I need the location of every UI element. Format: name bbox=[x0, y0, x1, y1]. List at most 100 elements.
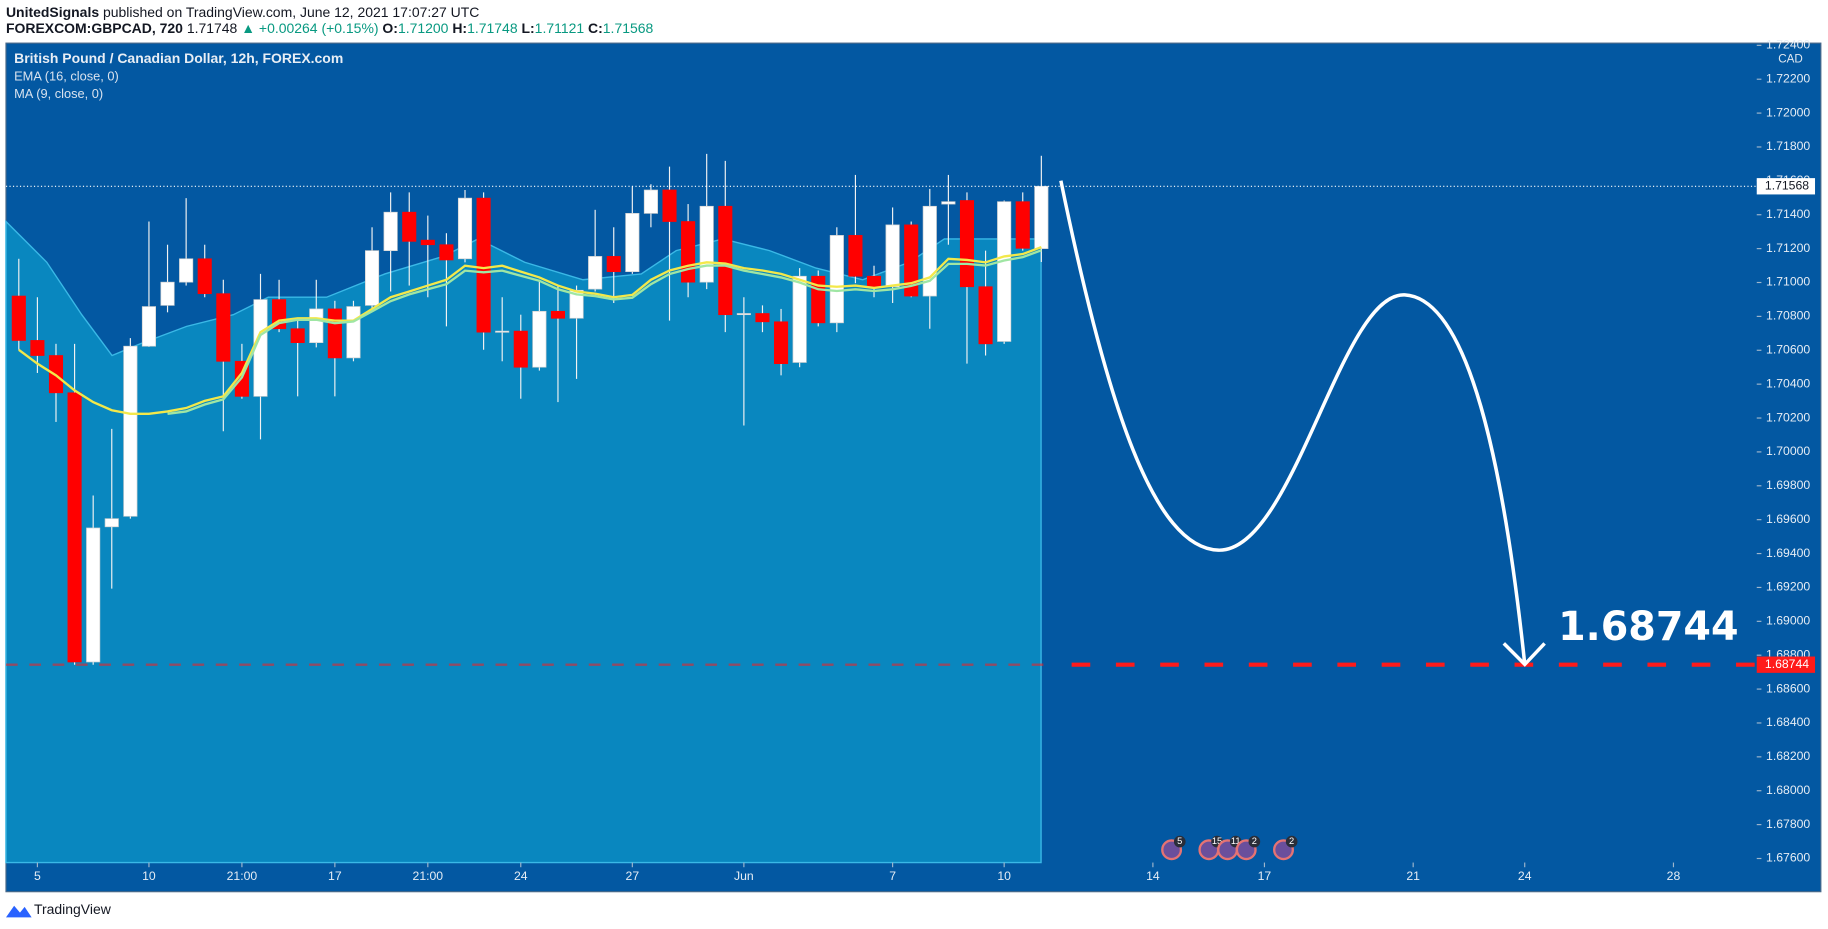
y-tick-label: 1.68600 bbox=[1766, 681, 1810, 695]
y-tick-label: 1.70600 bbox=[1766, 343, 1810, 357]
event-badge bbox=[1285, 835, 1298, 848]
x-tick-label: 21 bbox=[1406, 869, 1420, 883]
header-line: UnitedSignals published on TradingView.c… bbox=[6, 4, 479, 20]
event-count: 15 bbox=[1212, 836, 1222, 846]
y-tick-label: 1.69000 bbox=[1766, 614, 1810, 628]
candle-body bbox=[179, 258, 194, 283]
y-tick-label: 1.71200 bbox=[1766, 241, 1810, 255]
x-tick-label: Jun bbox=[734, 869, 754, 883]
candle-body bbox=[104, 518, 119, 528]
arrow-head bbox=[1502, 642, 1546, 667]
last-price: 1.71748 bbox=[187, 20, 238, 36]
symbol: FOREXCOM:GBPCAD, 720 bbox=[6, 20, 183, 36]
level-label: 1.68744 bbox=[1765, 657, 1809, 671]
candle-body bbox=[774, 321, 789, 365]
candle-body bbox=[160, 281, 175, 306]
event-count: 11 bbox=[1231, 836, 1241, 846]
level-box bbox=[1756, 656, 1816, 673]
y-tick-label: 1.69600 bbox=[1766, 512, 1810, 526]
candle-body bbox=[495, 330, 510, 333]
candle-body bbox=[718, 205, 733, 316]
candle-body bbox=[420, 239, 435, 246]
h-label: H: bbox=[452, 20, 467, 36]
candle-body bbox=[736, 313, 751, 316]
candle-body bbox=[476, 197, 491, 333]
logo-icon bbox=[5, 905, 32, 918]
candle-body bbox=[866, 275, 882, 288]
candle-body bbox=[532, 310, 547, 368]
x-tick-label: 10 bbox=[142, 869, 156, 883]
candle-body bbox=[141, 306, 156, 347]
candle-body bbox=[625, 213, 640, 273]
published: published on TradingView.com, June 12, 2… bbox=[103, 4, 479, 20]
candle-body bbox=[67, 392, 82, 663]
candle-body bbox=[309, 308, 324, 343]
y-tick-label: 1.70000 bbox=[1766, 444, 1810, 458]
candle-body bbox=[383, 211, 398, 252]
y-tick-label: 1.70800 bbox=[1766, 309, 1810, 323]
candle-body bbox=[662, 189, 677, 222]
x-tick-label: 14 bbox=[1146, 869, 1160, 883]
c-value: 1.71568 bbox=[603, 20, 654, 36]
candle-body bbox=[216, 293, 231, 362]
candle-body bbox=[123, 345, 138, 517]
y-tick-label: 1.69200 bbox=[1766, 580, 1810, 594]
candle-body bbox=[997, 201, 1012, 342]
author: UnitedSignals bbox=[6, 4, 99, 20]
y-tick-label: 1.69400 bbox=[1766, 546, 1810, 560]
y-tick-label: 1.67600 bbox=[1766, 851, 1810, 865]
candle-body bbox=[1015, 201, 1030, 249]
x-tick-label: 21:00 bbox=[227, 869, 258, 883]
y-tick-label: 1.69800 bbox=[1766, 478, 1810, 492]
x-tick-label: 17 bbox=[328, 869, 342, 883]
candle-body bbox=[197, 258, 212, 295]
candle-body bbox=[439, 244, 454, 261]
candle-body bbox=[848, 235, 863, 277]
brand: TradingView bbox=[34, 901, 112, 917]
candle-body bbox=[346, 306, 361, 359]
candle-body bbox=[30, 340, 45, 356]
legend-ma: MA (9, close, 0) bbox=[14, 86, 103, 101]
candle-body bbox=[643, 189, 658, 214]
candle-body bbox=[606, 256, 621, 273]
candle-body bbox=[959, 200, 975, 288]
x-tick-label: 28 bbox=[1667, 869, 1681, 883]
candle-body bbox=[681, 221, 696, 283]
change: ▲ +0.00264 (+0.15%) bbox=[241, 20, 378, 36]
event-badge bbox=[1248, 835, 1261, 848]
legend-ema: EMA (16, close, 0) bbox=[14, 68, 119, 83]
candle-body bbox=[1034, 185, 1049, 249]
last-price-label: 1.71568 bbox=[1765, 179, 1809, 193]
candle-body bbox=[588, 256, 603, 290]
currency: CAD bbox=[1778, 53, 1803, 66]
candle-body bbox=[327, 308, 342, 359]
l-value: 1.71121 bbox=[535, 20, 585, 36]
x-tick-label: 5 bbox=[34, 869, 41, 883]
x-tick-label: 21:00 bbox=[413, 869, 444, 883]
candle-body bbox=[86, 527, 101, 663]
candle-body bbox=[290, 328, 305, 343]
indicator-line bbox=[18, 246, 1042, 415]
candle-body bbox=[365, 250, 380, 306]
y-tick-label: 1.70200 bbox=[1766, 410, 1810, 424]
y-tick-label: 1.68200 bbox=[1766, 749, 1810, 763]
symbol-line: FOREXCOM:GBPCAD, 720 1.71748 ▲ +0.00264 … bbox=[6, 20, 654, 36]
c-label: C: bbox=[588, 20, 603, 36]
y-tick-label: 1.67800 bbox=[1766, 817, 1810, 831]
x-tick-label: 24 bbox=[514, 869, 528, 883]
event-count: 5 bbox=[1177, 836, 1182, 846]
candle-body bbox=[829, 235, 844, 324]
candle-body bbox=[904, 224, 919, 297]
candle-body bbox=[402, 211, 417, 242]
y-tick-label: 1.68400 bbox=[1766, 715, 1810, 729]
candle-body bbox=[885, 224, 900, 288]
event-count: 2 bbox=[1289, 836, 1294, 846]
o-label: O: bbox=[382, 20, 398, 36]
candle-body bbox=[550, 310, 566, 319]
y-tick-label: 1.72200 bbox=[1766, 71, 1810, 85]
candle-body bbox=[513, 330, 528, 368]
x-tick-label: 24 bbox=[1518, 869, 1532, 883]
candle-body bbox=[978, 286, 993, 345]
